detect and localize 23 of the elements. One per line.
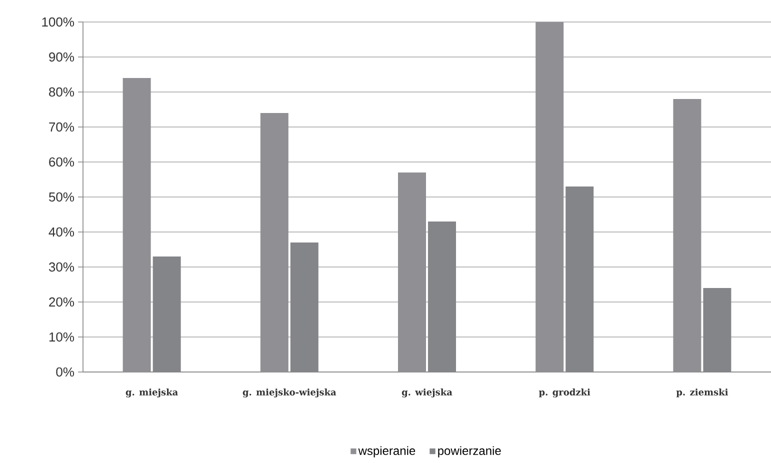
bar (536, 22, 564, 372)
y-tick-label: 70% (49, 122, 74, 132)
x-tick-label: p. grodzki (538, 388, 590, 398)
y-tick-label: 30% (48, 262, 74, 272)
x-tick-label: p. ziemski (676, 388, 728, 398)
x-tick-label: g. wiejska (402, 388, 452, 398)
legend-label: wspieranie (358, 446, 416, 458)
legend-label: powierzanie (438, 446, 501, 458)
bar (122, 78, 151, 372)
bar (398, 172, 426, 372)
y-tick-label: 60% (49, 157, 74, 167)
y-tick-label: 50% (48, 192, 74, 202)
y-tick-label: 20% (49, 297, 74, 307)
y-tick-label: 0% (56, 367, 74, 377)
y-tick-label: 90% (49, 52, 74, 62)
bar (673, 98, 702, 372)
y-tick-label: 40% (48, 227, 74, 237)
bar (260, 112, 288, 372)
y-tick-label: 80% (49, 87, 74, 97)
y-tick-label: 10% (49, 332, 74, 342)
y-tick-label: 100% (42, 17, 74, 27)
x-tick-label: g. miejska (126, 388, 178, 398)
x-tick-label: g. miejsko-wiejska (242, 388, 336, 398)
